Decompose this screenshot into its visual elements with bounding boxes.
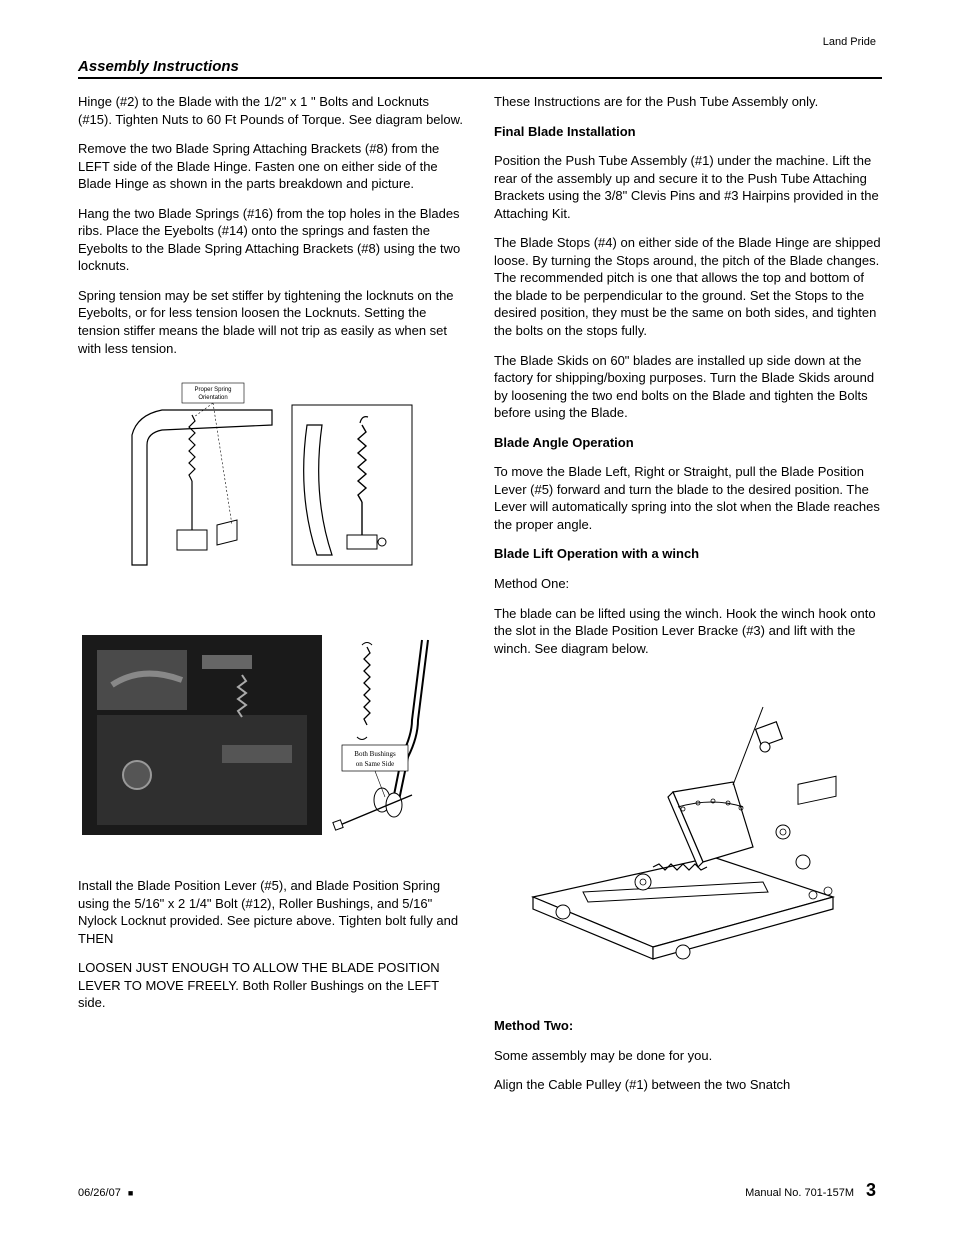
figure-spring-diagram: Proper Spring Orientation	[78, 375, 466, 585]
content-columns: Hinge (#2) to the Blade with the 1/2" x …	[78, 93, 882, 1106]
footer-manual: Manual No. 701-157M	[745, 1187, 854, 1199]
para: The blade can be lifted using the winch.…	[494, 605, 882, 658]
para: Install the Blade Position Lever (#5), a…	[78, 877, 466, 947]
para: To move the Blade Left, Right or Straigh…	[494, 463, 882, 533]
para: Method One:	[494, 575, 882, 593]
subheading: Method Two:	[494, 1017, 882, 1035]
subheading: Blade Angle Operation	[494, 434, 882, 452]
figure-lever-photo: Both Bushings on Same Side	[78, 625, 466, 855]
right-column: These Instructions are for the Push Tube…	[494, 93, 882, 1106]
footer-right: Manual No. 701-157M 3	[745, 1180, 876, 1201]
footer-date: 06/26/07	[78, 1187, 121, 1199]
para: The Blade Skids on 60" blades are instal…	[494, 352, 882, 422]
footer-square-icon: ■	[128, 1188, 133, 1198]
para: Align the Cable Pulley (#1) between the …	[494, 1076, 882, 1094]
para: Position the Push Tube Assembly (#1) und…	[494, 152, 882, 222]
fig-label: Proper Spring	[194, 387, 231, 393]
subheading: Final Blade Installation	[494, 123, 882, 141]
left-column: Hinge (#2) to the Blade with the 1/2" x …	[78, 93, 466, 1106]
para: Hang the two Blade Springs (#16) from th…	[78, 205, 466, 275]
figure-winch-diagram	[494, 697, 882, 977]
brand-label: Land Pride	[823, 36, 876, 48]
para: Remove the two Blade Spring Attaching Br…	[78, 140, 466, 193]
para: The Blade Stops (#4) on either side of t…	[494, 234, 882, 339]
para: LOOSEN JUST ENOUGH TO ALLOW THE BLADE PO…	[78, 959, 466, 1012]
fig-label: Orientation	[198, 395, 227, 401]
para: Spring tension may be set stiffer by tig…	[78, 287, 466, 357]
svg-text:Both Bushings: Both Bushings	[354, 750, 396, 758]
para: Hinge (#2) to the Blade with the 1/2" x …	[78, 93, 466, 128]
page-number: 3	[866, 1180, 876, 1201]
para: These Instructions are for the Push Tube…	[494, 93, 882, 111]
subheading: Blade Lift Operation with a winch	[494, 545, 882, 563]
footer-left: 06/26/07 ■	[78, 1187, 137, 1199]
page-footer: 06/26/07 ■ Manual No. 701-157M 3	[78, 1180, 876, 1201]
section-title: Assembly Instructions	[78, 58, 882, 79]
svg-text:on Same Side: on Same Side	[356, 760, 395, 768]
para: Some assembly may be done for you.	[494, 1047, 882, 1065]
